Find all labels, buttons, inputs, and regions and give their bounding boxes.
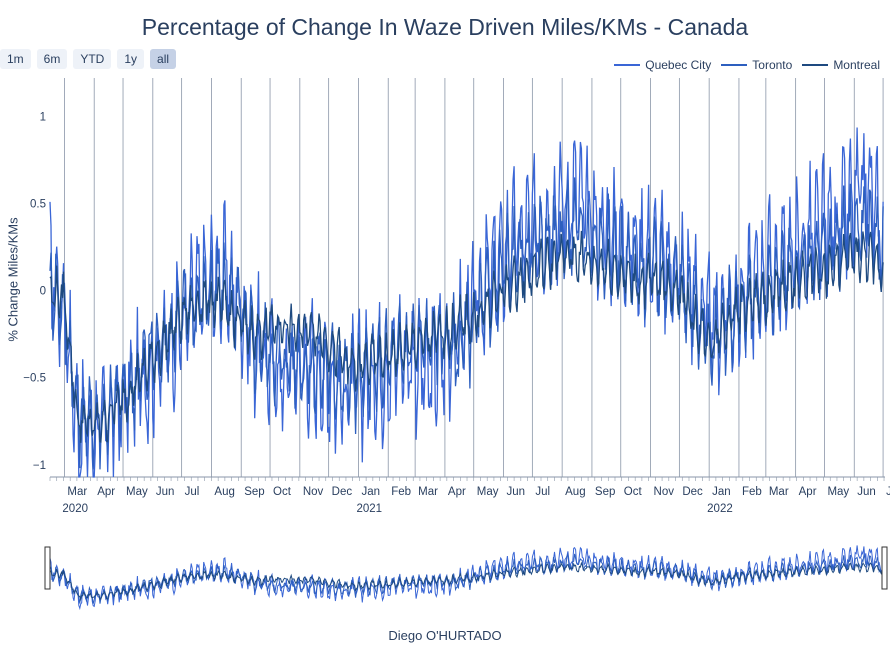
navigator-line-montreal — [49, 561, 884, 602]
x-tick-year-label: 2020 — [62, 503, 88, 515]
x-tick-label: Apr — [799, 486, 817, 498]
x-tick-label: Apr — [97, 486, 115, 498]
x-tick-label: Jan — [361, 486, 380, 498]
range-slider-handle-left[interactable] — [44, 546, 51, 590]
x-tick-label: Jan — [712, 486, 731, 498]
x-tick-label: Aug — [214, 486, 234, 498]
credit-text: Diego O'HURTADO — [388, 628, 502, 643]
legend-item-quebec-city[interactable]: Quebec City — [614, 58, 711, 72]
legend-swatch-quebec-city — [614, 64, 641, 66]
legend-item-montreal[interactable]: Montreal — [802, 58, 880, 72]
x-tick-label: May — [477, 486, 499, 498]
x-tick-label: Feb — [742, 486, 762, 498]
x-tick-year-label: 2021 — [356, 503, 382, 515]
x-tick-label: Mar — [418, 486, 438, 498]
y-tick-label: 0.5 — [30, 198, 46, 210]
x-tick-label: Nov — [303, 486, 324, 498]
range-button-1y[interactable]: 1y — [117, 49, 145, 69]
x-tick-label: Jun — [507, 486, 526, 498]
legend-label-montreal: Montreal — [833, 58, 880, 72]
range-selector: 1m 6m YTD 1y all — [0, 49, 177, 69]
x-tick-label: May — [126, 486, 148, 498]
x-tick-label: Jul — [535, 486, 550, 498]
x-tick-label: Nov — [654, 486, 675, 498]
x-tick-label: Jul — [886, 486, 890, 498]
y-tick-label: −1 — [33, 460, 46, 472]
x-tick-label: Sep — [244, 486, 264, 498]
x-tick-label: Jun — [156, 486, 175, 498]
range-button-ytd[interactable]: YTD — [73, 49, 112, 69]
range-button-1m[interactable]: 1m — [0, 49, 31, 69]
x-tick-label: May — [827, 486, 849, 498]
range-button-6m[interactable]: 6m — [36, 49, 68, 69]
x-tick-label: Feb — [391, 486, 411, 498]
series-line-montreal — [49, 230, 884, 443]
legend-swatch-toronto — [721, 64, 748, 66]
x-tick-label: Jul — [185, 486, 200, 498]
x-tick-label: Dec — [682, 486, 703, 498]
x-tick-label: Aug — [565, 486, 585, 498]
range-button-all[interactable]: all — [150, 49, 177, 69]
y-tick-label: 0 — [40, 286, 46, 298]
x-tick-label: Sep — [595, 486, 615, 498]
x-tick-label: Jun — [857, 486, 876, 498]
x-tick-label: Apr — [448, 486, 466, 498]
x-tick-label: Mar — [769, 486, 789, 498]
chart-title: Percentage of Change In Waze Driven Mile… — [141, 14, 749, 40]
x-tick-year-label: 2022 — [707, 503, 733, 515]
legend-label-quebec-city: Quebec City — [645, 58, 712, 72]
x-tick-label: Mar — [67, 486, 87, 498]
legend-swatch-montreal — [802, 64, 829, 66]
y-tick-label: 1 — [40, 111, 46, 123]
x-tick-label: Dec — [332, 486, 353, 498]
y-tick-label: −0.5 — [23, 373, 46, 385]
legend: Quebec City Toronto Montreal — [614, 58, 880, 72]
series-line-toronto — [49, 177, 884, 470]
range-slider-handle-right[interactable] — [881, 546, 888, 590]
legend-label-toronto: Toronto — [752, 58, 793, 72]
x-tick-label: Oct — [624, 486, 643, 498]
x-tick-label: Oct — [273, 486, 292, 498]
legend-item-toronto[interactable]: Toronto — [721, 58, 792, 72]
